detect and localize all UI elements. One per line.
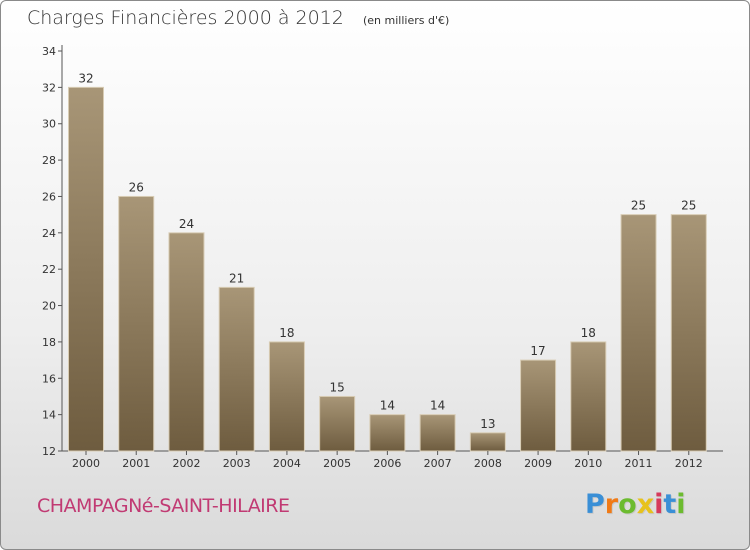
y-tick-label: 20 — [42, 300, 56, 313]
bar — [218, 286, 255, 452]
bar — [620, 214, 657, 452]
proxiti-logo: Proxiti — [585, 489, 686, 520]
bar — [319, 395, 356, 452]
x-tick-label: 2010 — [574, 457, 602, 470]
bar-value-label: 25 — [681, 199, 696, 213]
x-tick-label: 2008 — [474, 457, 502, 470]
bar — [369, 414, 406, 452]
bar-value-label: 14 — [430, 399, 445, 413]
bar-value-label: 32 — [78, 71, 93, 85]
x-tick-label: 2002 — [172, 457, 200, 470]
x-tick-label: 2003 — [223, 457, 251, 470]
bar-value-label: 17 — [530, 344, 545, 358]
bar-value-label: 25 — [631, 199, 646, 213]
y-tick-label: 18 — [42, 336, 56, 349]
bar-value-label: 14 — [380, 399, 395, 413]
y-tick-label: 30 — [42, 118, 56, 131]
bar — [168, 232, 205, 452]
bar-value-label: 15 — [330, 380, 345, 394]
y-tick-label: 16 — [42, 372, 56, 385]
logo-letter: o — [618, 489, 637, 520]
bar-value-label: 13 — [480, 417, 495, 431]
y-tick-label: 12 — [42, 445, 56, 458]
bar-value-label: 26 — [129, 180, 144, 194]
bar — [268, 341, 305, 452]
bar — [670, 214, 707, 452]
logo-letter: r — [604, 489, 619, 520]
bar — [118, 195, 155, 452]
bar — [570, 341, 607, 452]
x-tick-label: 2011 — [625, 457, 653, 470]
x-tick-label: 2004 — [273, 457, 301, 470]
x-tick-label: 2001 — [122, 457, 150, 470]
x-tick-label: 2009 — [524, 457, 552, 470]
y-tick-label: 24 — [42, 227, 56, 240]
x-tick-label: 2006 — [373, 457, 401, 470]
bar — [419, 414, 456, 452]
title-row: Charges Financières 2000 à 2012 (en mill… — [27, 7, 449, 29]
x-tick-label: 2000 — [72, 457, 100, 470]
bar — [68, 86, 104, 452]
logo-letter: x — [636, 489, 655, 520]
y-tick-label: 32 — [42, 81, 56, 94]
x-tick-label: 2007 — [424, 457, 452, 470]
y-tick-label: 34 — [42, 45, 56, 58]
logo-letter: i — [654, 489, 664, 520]
bar — [520, 359, 557, 452]
x-tick-label: 2012 — [675, 457, 703, 470]
bar-value-label: 18 — [279, 326, 294, 340]
logo-letter: t — [663, 489, 677, 520]
y-tick-label: 26 — [42, 190, 56, 203]
y-tick-label: 14 — [42, 409, 56, 422]
bar-value-label: 21 — [229, 271, 244, 285]
commune-name: CHAMPAGNé-SAINT-HILAIRE — [37, 495, 290, 517]
bar-value-label: 24 — [179, 217, 194, 231]
logo-letter: i — [676, 489, 686, 520]
chart-title: Charges Financières 2000 à 2012 — [27, 7, 344, 29]
y-tick-label: 28 — [42, 154, 56, 167]
chart-subtitle: (en milliers d'€) — [362, 14, 450, 27]
y-tick-label: 22 — [42, 263, 56, 276]
bar-value-label: 18 — [581, 326, 596, 340]
x-tick-label: 2005 — [323, 457, 351, 470]
logo-letter: P — [585, 489, 605, 520]
bar — [469, 432, 506, 452]
